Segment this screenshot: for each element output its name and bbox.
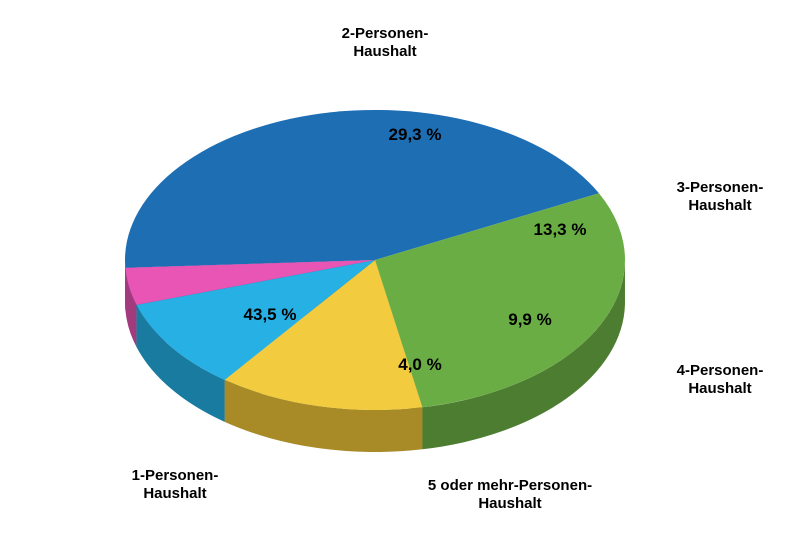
- slice-value-label: 4,0 %: [398, 355, 441, 374]
- slice-value-label: 29,3 %: [389, 125, 442, 144]
- slice-value-label: 43,5 %: [244, 305, 297, 324]
- slice-category-label: 5 oder mehr-Personen-Haushalt: [428, 477, 592, 512]
- slice-category-label: 2-Personen-Haushalt: [342, 25, 429, 60]
- household-pie-chart: 43,5 % 1-Personen-Haushalt 29,3 % 2-Persone…: [0, 0, 800, 540]
- slice-category-label: 3-Personen-Haushalt: [677, 179, 764, 214]
- slice-category-label: 1-Personen-Haushalt: [132, 467, 219, 502]
- slice-category-label: 4-Personen-Haushalt: [677, 362, 764, 397]
- slice-value-label: 13,3 %: [534, 220, 587, 239]
- pie-tops: [125, 110, 625, 410]
- slice-value-label: 9,9 %: [508, 310, 551, 329]
